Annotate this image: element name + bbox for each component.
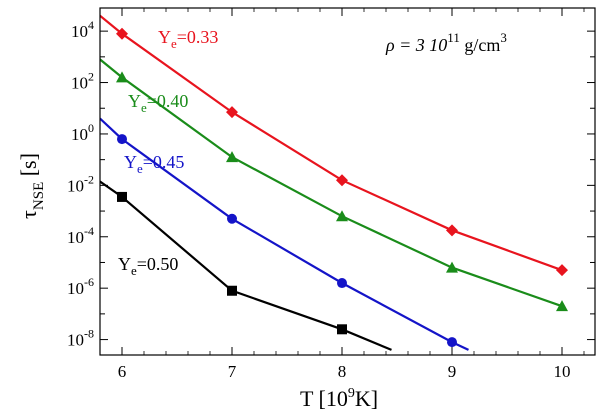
density-exp: 11 (447, 30, 460, 45)
data-point-1 (336, 210, 348, 222)
data-point-3 (227, 285, 237, 296)
plot-frame (99, 7, 596, 356)
data-point-0 (116, 27, 128, 40)
series-label-040-sub: e (141, 100, 147, 115)
y-tick-label: 104 (71, 18, 94, 41)
y-tick-label: 10-6 (67, 275, 94, 298)
data-point-1 (556, 300, 568, 312)
series-label-045-tail: =0.45 (143, 152, 185, 172)
data-point-3 (337, 324, 347, 335)
axis-ticks (100, 8, 595, 355)
data-point-2 (227, 213, 237, 224)
series-label-050-tail: =0.50 (137, 254, 179, 274)
density-unit: g/cm (460, 35, 501, 55)
y-axis-title-sub: NSE (31, 182, 47, 210)
y-axis-title: τNSE [s] (16, 153, 47, 219)
x-axis-title-base: T [10 (300, 386, 348, 411)
y-tick-label: 100 (71, 121, 94, 144)
y-tick-label: 102 (71, 70, 94, 93)
y-tick-label: 10-8 (67, 327, 94, 350)
series-label-033-base: Y (158, 27, 171, 47)
series-line-0 (100, 14, 563, 272)
series-label-033: Ye=0.33 (158, 27, 218, 51)
data-point-1 (446, 261, 458, 273)
data-point-2 (337, 278, 347, 289)
y-tick-label: 10-2 (67, 172, 94, 195)
density-annotation: ρ = 3 1011 g/cm3 (385, 30, 507, 55)
y-axis-title-main: τ (16, 210, 41, 219)
series-label-045-sub: e (137, 161, 143, 176)
density-unit-exp: 3 (500, 30, 507, 45)
tick-labels: 6 7 8 9 10 10-8 10-6 10-4 10-2 100 102 104 (67, 18, 571, 381)
x-tick-label: 9 (448, 362, 457, 381)
series-label-050-base: Y (118, 254, 131, 274)
y-tick-label: 10-4 (67, 224, 94, 247)
series-line-1 (100, 58, 563, 308)
series-layer (100, 14, 568, 351)
series-label-033-sub: e (171, 36, 177, 51)
x-axis-title-tail: K] (355, 386, 378, 411)
data-point-0 (226, 106, 238, 119)
x-axis-title-sup: 9 (348, 386, 355, 401)
series-label-050: Ye=0.50 (118, 254, 178, 278)
x-tick-label: 7 (228, 362, 237, 381)
data-point-0 (556, 264, 568, 277)
data-point-0 (446, 224, 458, 237)
series-label-040: Ye=0.40 (128, 91, 188, 115)
density-base: ρ = 3 10 (385, 35, 447, 55)
series-label-045: Ye=0.45 (124, 152, 184, 176)
data-point-1 (116, 71, 128, 83)
series-label-045-base: Y (124, 152, 137, 172)
data-point-2 (117, 134, 127, 145)
series-label-033-tail: =0.33 (177, 27, 219, 47)
x-tick-label: 8 (338, 362, 347, 381)
series-label-050-sub: e (131, 263, 137, 278)
y-axis-title-tail: [s] (16, 153, 41, 182)
data-point-2 (447, 337, 457, 348)
data-point-0 (336, 174, 348, 187)
x-tick-label: 6 (118, 362, 127, 381)
series-label-040-tail: =0.40 (147, 91, 189, 111)
x-axis-title: T [109K] (300, 386, 378, 411)
data-point-1 (226, 151, 238, 163)
x-tick-label: 10 (554, 362, 571, 381)
data-point-3 (117, 191, 127, 202)
series-label-040-base: Y (128, 91, 141, 111)
